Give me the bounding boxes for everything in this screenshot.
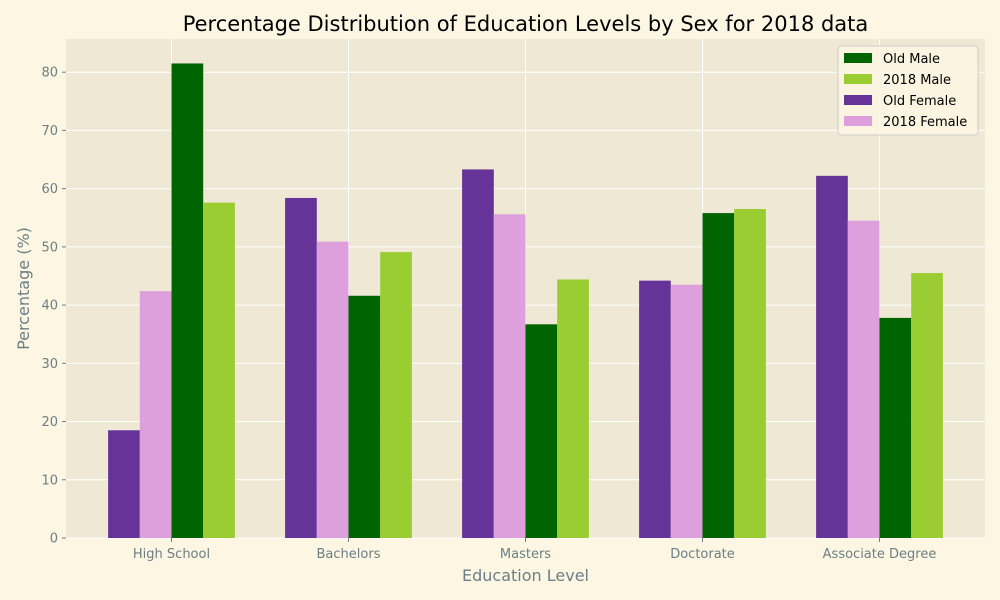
legend: Old Male 2018 Male Old Female 2018 Female (837, 45, 979, 136)
bar-2018-male-bachelors (380, 252, 412, 538)
y-tick-label: 80 (41, 66, 58, 81)
legend-label: 2018 Female (883, 115, 967, 130)
bar-old-female-associate-degree (816, 175, 848, 538)
bar-old-male-high-school (171, 63, 204, 538)
bar-2018-female-associate-degree (847, 220, 880, 539)
bar-old-female-doctorate (639, 280, 671, 538)
legend-label: 2018 Male (883, 73, 951, 88)
bar-2018-male-masters (557, 279, 589, 538)
y-tick-label: 10 (41, 473, 58, 488)
chart-title: Percentage Distribution of Education Lev… (183, 12, 869, 36)
legend-swatch (844, 74, 872, 84)
y-tick-label: 40 (41, 299, 58, 314)
x-tick-label: Bachelors (317, 547, 381, 562)
legend-swatch (844, 53, 872, 63)
y-tick-label: 20 (41, 415, 58, 430)
bar-old-female-bachelors (285, 197, 317, 538)
legend-swatch (844, 116, 872, 126)
x-axis-label: Education Level (462, 566, 589, 585)
y-tick-label: 70 (41, 124, 58, 139)
x-tick-label: Masters (500, 547, 551, 562)
bar-old-female-high-school (108, 430, 140, 538)
legend-label: Old Male (883, 52, 940, 67)
bar-2018-female-bachelors (316, 241, 349, 538)
y-axis: 0 10 20 30 40 50 60 70 80 (41, 66, 66, 547)
y-tick-label: 50 (41, 240, 58, 255)
bars (108, 63, 943, 539)
bar-2018-female-masters (493, 214, 526, 538)
x-tick-label: Doctorate (670, 547, 735, 562)
bar-old-male-doctorate (702, 213, 735, 538)
bar-old-male-masters (525, 324, 558, 538)
bar-2018-male-associate-degree (911, 273, 943, 538)
y-tick-label: 0 (50, 532, 58, 547)
bar-old-male-bachelors (348, 295, 381, 538)
bar-2018-female-doctorate (670, 284, 703, 538)
bar-2018-female-high-school (139, 291, 172, 538)
x-tick-label: High School (133, 547, 210, 562)
legend-box (837, 45, 979, 136)
y-tick-label: 30 (41, 357, 58, 372)
y-tick-label: 60 (41, 182, 58, 197)
y-axis-label: Percentage (%) (14, 227, 33, 350)
bar-2018-male-doctorate (734, 209, 766, 538)
bar-old-male-associate-degree (879, 317, 912, 538)
bar-old-female-masters (462, 169, 494, 539)
legend-label: Old Female (883, 94, 956, 109)
x-axis: High School Bachelors Masters Doctorate Asso… (133, 538, 936, 562)
x-tick-label: Associate Degree (823, 547, 937, 562)
legend-swatch (844, 95, 872, 105)
bar-2018-male-high-school (203, 202, 235, 539)
